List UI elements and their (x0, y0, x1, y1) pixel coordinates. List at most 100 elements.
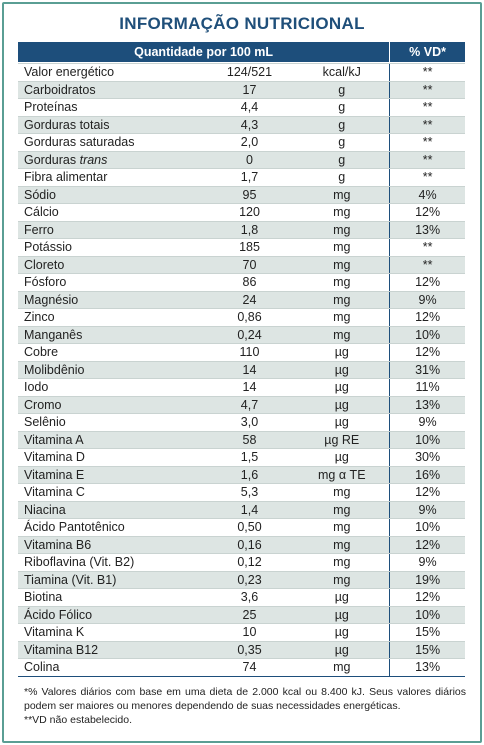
unit: mg (333, 275, 351, 289)
table-row: Vitamina K 10 µg 15% (18, 623, 465, 641)
unit: µg RE (324, 432, 360, 447)
table-row: Ácido Pantotênico 0,50 mg 10% (18, 518, 465, 536)
nutrient-name: Valor energético (24, 65, 115, 79)
amount: 3,6 (240, 590, 259, 604)
daily-value: 12% (389, 589, 465, 606)
amount: 0,50 (237, 520, 262, 534)
unit: g (338, 170, 346, 184)
daily-value: 13% (389, 396, 465, 413)
title: INFORMAÇÃO NUTRICIONAL (119, 14, 365, 33)
unit: µg (334, 607, 349, 622)
amount: 58 (242, 432, 257, 447)
amount: 0,12 (237, 555, 262, 569)
table-row: Iodo 14 µg 11% (18, 378, 465, 396)
nutrient-name: Fósforo (24, 275, 67, 289)
nutrient-name: Molibdênio (24, 362, 85, 377)
table-row: Manganês 0,24 mg 10% (18, 325, 465, 343)
amount: 14 (242, 362, 257, 377)
amount: 1,5 (240, 450, 259, 464)
table-row: Vitamina B12 0,35 µg 15% (18, 640, 465, 658)
table-header: Quantidade por 100 mL % VD* (18, 42, 465, 62)
nutrient-name: Selênio (24, 415, 66, 429)
vd-header: % VD* (389, 42, 465, 62)
daily-value: ** (389, 134, 465, 151)
amount: 4,3 (240, 117, 259, 132)
nutrient-name: Cloreto (24, 257, 65, 272)
nutrient-name: Vitamina C (24, 485, 85, 499)
unit: g (338, 135, 346, 149)
amount: 5,3 (240, 485, 259, 499)
nutrient-name: Cálcio (24, 205, 59, 219)
amount: 124/521 (226, 65, 273, 79)
unit: g (338, 82, 346, 97)
nutrient-name: Proteínas (24, 100, 78, 114)
amount: 0 (246, 152, 253, 167)
table-row: Cobre 110 µg 12% (18, 343, 465, 361)
amount: 14 (242, 380, 257, 394)
daily-value: 11% (389, 379, 465, 396)
nutrient-name: Colina (24, 660, 60, 674)
amount: 17 (242, 82, 257, 97)
quantity-header: Quantidade por 100 mL (134, 45, 274, 59)
daily-value: 4% (389, 186, 465, 203)
daily-value: 10% (389, 606, 465, 623)
table-row: Vitamina C 5,3 mg 12% (18, 483, 465, 501)
nutrient-name: Gorduras trans (18, 152, 205, 169)
amount: 86 (242, 275, 257, 289)
daily-value: 10% (389, 326, 465, 343)
nutrient-name-italic: trans (79, 152, 108, 167)
daily-value: 13% (389, 659, 465, 676)
unit: µg (334, 642, 349, 657)
amount: 3,0 (240, 415, 259, 429)
table-row: Ácido Fólico 25 µg 10% (18, 605, 465, 623)
unit: mg (333, 520, 351, 534)
table-row: Magnésio 24 mg 9% (18, 290, 465, 308)
table-row: Sódio 95 mg 4% (18, 185, 465, 203)
daily-value: 12% (389, 536, 465, 553)
table-row: Zinco 0,86 mg 12% (18, 308, 465, 326)
amount: 0,35 (237, 642, 262, 657)
nutrient-name-part: Gorduras (24, 152, 77, 167)
daily-value: 12% (389, 344, 465, 361)
nutrient-name: Cobre (24, 345, 59, 359)
table-row: Carboidratos 17 g ** (18, 80, 465, 98)
amount: 0,23 (237, 572, 262, 587)
daily-value: 15% (389, 624, 465, 641)
table-row: Ferro 1,8 mg 13% (18, 220, 465, 238)
amount: 0,24 (237, 327, 262, 342)
daily-value: 31% (389, 361, 465, 378)
table-row: Fósforo 86 mg 12% (18, 273, 465, 291)
table-row: Riboflavina (Vit. B2) 0,12 mg 9% (18, 553, 465, 571)
table-row: Fibra alimentar 1,7 g ** (18, 168, 465, 186)
nutrient-name: Tiamina (Vit. B1) (24, 572, 117, 587)
daily-value: 9% (389, 501, 465, 518)
amount: 95 (242, 187, 257, 202)
table-row: Vitamina A 58 µg RE 10% (18, 430, 465, 448)
footnotes: *% Valores diários com base em uma dieta… (24, 685, 466, 727)
table-row: Vitamina B6 0,16 mg 12% (18, 535, 465, 553)
daily-value: 12% (389, 204, 465, 221)
unit: mg (333, 257, 351, 272)
amount: 4,4 (240, 100, 259, 114)
table-body: Valor energético 124/521 kcal/kJ ** Carboidr… (18, 63, 465, 677)
table-row: Valor energético 124/521 kcal/kJ ** (18, 63, 465, 81)
nutrient-name: Vitamina D (24, 450, 85, 464)
daily-value: 30% (389, 449, 465, 466)
table-row: Selênio 3,0 µg 9% (18, 413, 465, 431)
daily-value: 19% (389, 571, 465, 588)
unit: mg (333, 310, 351, 324)
nutrient-name: Ferro (24, 222, 54, 237)
amount: 0,86 (237, 310, 262, 324)
unit: µg (334, 590, 349, 604)
table-row: Niacina 1,4 mg 9% (18, 500, 465, 518)
daily-value: 9% (389, 554, 465, 571)
daily-value: ** (389, 81, 465, 98)
table-row: Vitamina E 1,6 mg α TE 16% (18, 465, 465, 483)
unit: µg (334, 362, 349, 377)
amount: 70 (242, 257, 257, 272)
unit: mg (333, 537, 351, 552)
nutrient-name: Potássio (24, 240, 72, 254)
nutrient-name: Vitamina B12 (24, 642, 99, 657)
